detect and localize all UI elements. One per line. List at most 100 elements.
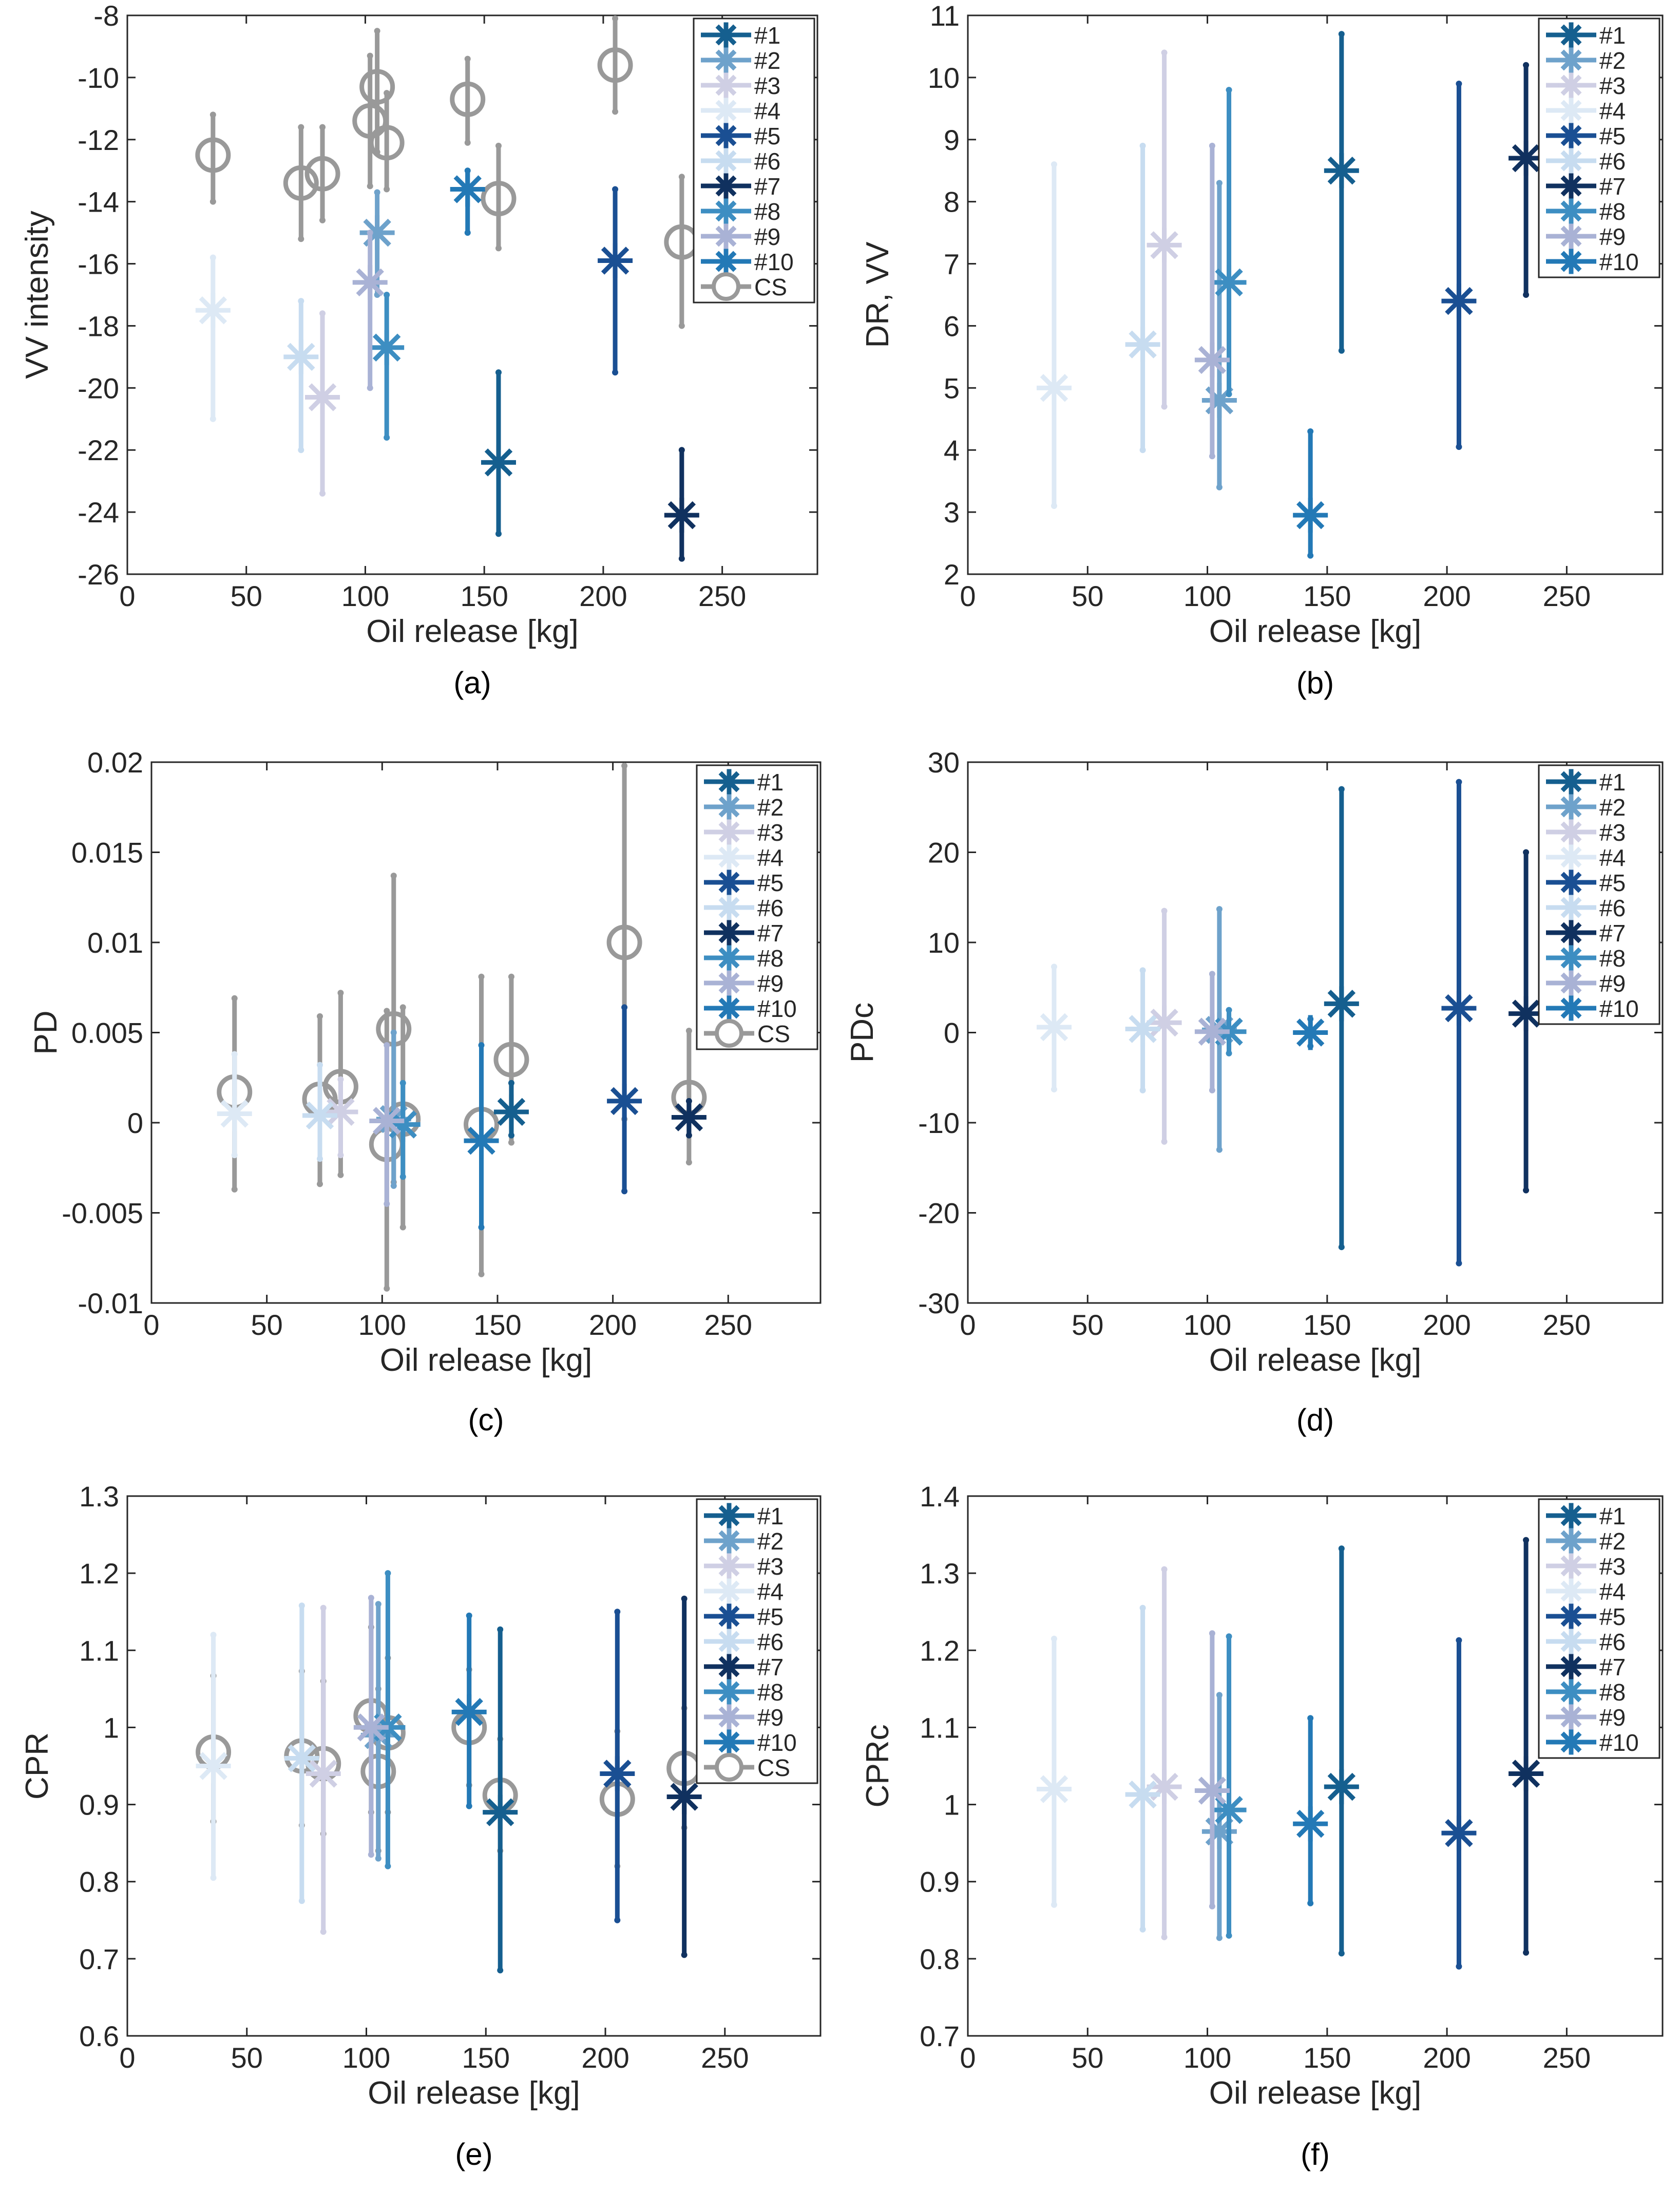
series-6-errorbar-cap: [1139, 1926, 1146, 1933]
chart-panel-b: 0 50 100 150 200 250 2 3 4 5 6 7 8 9 10 11 Oil release […: [860, 0, 1664, 700]
cs-errorbar-cap: [495, 245, 502, 252]
series-7-errorbar-cap: [681, 1595, 688, 1602]
series-7-point: [1509, 141, 1544, 176]
series-4-errorbar-cap: [209, 415, 216, 422]
x-tick-label: 200: [589, 1309, 637, 1341]
series-5-errorbar-cap: [1456, 1637, 1462, 1643]
legend-marker: [716, 870, 742, 895]
legend-marker: [1558, 98, 1584, 123]
series-5-errorbar-cap: [1456, 80, 1462, 87]
cs-errorbar-cap: [367, 183, 373, 190]
x-tick-label: 150: [1303, 2042, 1351, 2074]
cs-errorbar-cap: [209, 111, 216, 118]
x-tick-label: 100: [342, 2042, 390, 2074]
cs-errorbar-cap: [319, 124, 326, 130]
y-tick-label: -0.01: [78, 1287, 143, 1319]
series-1-point: [1324, 986, 1359, 1022]
cs-errorbar-cap: [316, 1181, 323, 1187]
series-7-errorbar-cap: [1523, 1537, 1530, 1543]
series-9-errorbar-cap: [384, 1042, 390, 1049]
y-tick-label: 30: [928, 746, 960, 779]
series-7-errorbar-cap: [1523, 62, 1530, 68]
series-7-point: [1509, 1756, 1544, 1791]
legend-marker: [716, 1679, 742, 1705]
series-5-errorbar-cap: [1456, 444, 1462, 450]
series-10-errorbar-cap: [466, 1803, 472, 1809]
chart-panel-e: 0 50 100 150 200 250 0.6 0.7 0.8 0.9 1 1.1 1.2 1.3 Oil…: [20, 1480, 822, 2171]
legend-label: #7: [1599, 1654, 1626, 1680]
y-tick-label: 1.4: [920, 1480, 960, 1513]
series-5-errorbar-cap: [612, 186, 619, 193]
legend-label: #8: [757, 945, 784, 972]
series-7-point: [671, 1100, 707, 1135]
series-3-errorbar-cap: [1161, 49, 1168, 56]
series-4-point: [195, 293, 231, 328]
chart-panel-d: 0 50 100 150 200 250 -30 -20 -10 0 10 20 30 Oil relea…: [845, 746, 1664, 1437]
legend-marker: [713, 72, 739, 98]
legend-label: #8: [1599, 198, 1626, 225]
series-8-errorbar-cap: [1226, 391, 1232, 398]
panel-caption: (b): [1296, 666, 1334, 700]
series-7-errorbar-cap: [1523, 849, 1530, 856]
y-tick-label: 1.3: [79, 1480, 119, 1513]
series-6-errorbar-cap: [1139, 1087, 1146, 1093]
legend-label: #1: [1599, 1503, 1626, 1529]
legend-label: #10: [1599, 995, 1639, 1022]
legend-label: #5: [1599, 870, 1626, 896]
legend-marker: [716, 995, 742, 1021]
cs-errorbar-cap: [685, 1027, 692, 1034]
x-tick-label: 150: [1303, 580, 1351, 612]
series-4-errorbar-cap: [1051, 1635, 1057, 1642]
cs-point: [369, 125, 405, 161]
cs-point: [481, 181, 517, 217]
legend-marker: [1558, 1503, 1584, 1528]
legend-label: #6: [757, 895, 784, 921]
series-7-point: [1509, 996, 1544, 1031]
x-tick-label: 200: [1423, 1309, 1471, 1341]
legend-label: #2: [754, 47, 780, 74]
panel-caption: (e): [455, 2137, 492, 2171]
cs-errorbar-cap: [384, 186, 390, 193]
series-9-errorbar-cap: [1209, 1087, 1215, 1093]
cs-errorbar-cap: [678, 323, 685, 329]
legend-marker: [1558, 1729, 1584, 1755]
legend-marker: [716, 769, 742, 795]
x-tick-label: 100: [341, 580, 389, 612]
series-1-point: [483, 1794, 518, 1830]
legend-marker: [1558, 945, 1584, 971]
legend-marker: [1558, 1528, 1584, 1554]
legend-marker: [1558, 920, 1584, 946]
series-10-errorbar-cap: [466, 1612, 472, 1619]
series-5-errorbar-cap: [1456, 779, 1462, 785]
series-6-errorbar-cap: [298, 1602, 305, 1609]
series-9-errorbar-cap: [1209, 453, 1215, 460]
legend-label: #9: [1599, 223, 1626, 250]
series-6-point: [283, 339, 319, 374]
cs-errorbar-cap: [319, 217, 326, 223]
y-tick-label: 0.015: [71, 837, 143, 869]
y-tick-label: 10: [928, 927, 960, 959]
cs-errorbar-cap: [612, 108, 619, 115]
y-tick-label: 1.3: [920, 1557, 960, 1590]
legend-marker: [713, 98, 739, 123]
y-tick-label: 1.2: [920, 1634, 960, 1667]
series-8-errorbar-cap: [384, 292, 390, 298]
series-3-point: [1147, 228, 1182, 263]
legend-marker: [716, 970, 742, 996]
y-tick-label: 0.02: [87, 746, 143, 779]
legend-label: #1: [754, 22, 780, 49]
series-10-errorbar-cap: [1307, 1715, 1314, 1722]
legend-marker: [1558, 819, 1584, 845]
series-10-errorbar-cap: [478, 1224, 485, 1231]
legend-label: #9: [1599, 970, 1626, 997]
x-tick-label: 100: [1183, 2042, 1231, 2074]
cs-point: [450, 81, 486, 117]
legend-marker: [716, 895, 742, 920]
series-2-errorbar-cap: [1216, 180, 1223, 186]
legend-marker: [1558, 223, 1584, 249]
series-8-point: [385, 1107, 421, 1142]
x-tick-label: 250: [1543, 1309, 1591, 1341]
series-1-errorbar-cap: [508, 1080, 514, 1086]
x-tick-label: 200: [1423, 2042, 1471, 2074]
